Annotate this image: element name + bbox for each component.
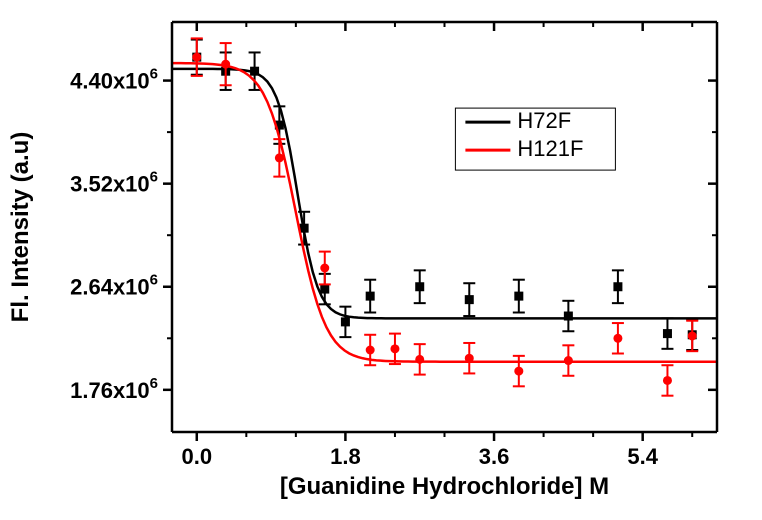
data-point-h72f	[415, 282, 424, 291]
y-axis-label: Fl. Intensity (a.u)	[7, 132, 34, 323]
x-tick-label: 1.8	[330, 444, 361, 469]
fit-curve-h72f	[172, 69, 717, 319]
data-point-h121f	[663, 376, 672, 385]
data-point-h121f	[275, 153, 284, 162]
y-tick-label: 1.76x106	[70, 375, 158, 403]
data-point-h121f	[514, 367, 523, 376]
legend: H72F H121F	[455, 108, 615, 170]
data-point-h121f	[221, 60, 230, 69]
data-point-h121f	[415, 355, 424, 364]
data-point-h121f	[390, 344, 399, 353]
data-point-h121f	[613, 334, 622, 343]
data-point-h121f	[192, 53, 201, 62]
data-point-h72f	[514, 292, 523, 301]
x-axis-label: [Guanidine Hydrochloride] M	[280, 473, 609, 500]
y-tick-label: 2.64x106	[70, 272, 158, 300]
data-point-h72f	[465, 295, 474, 304]
x-tick-label: 3.6	[479, 444, 510, 469]
data-point-h121f	[688, 331, 697, 340]
data-point-h72f	[613, 282, 622, 291]
y-tick-label: 3.52x106	[70, 169, 158, 197]
data-point-h72f	[250, 67, 259, 76]
data-point-h72f	[564, 312, 573, 321]
fluorescence-chart: 0.0 1.8 3.6 5.4 1.76x106 2.64x106 3.52x106 4.40…	[0, 0, 762, 520]
y-tick-label: 4.40x106	[70, 66, 158, 94]
data-point-h72f	[320, 285, 329, 294]
x-tick-label: 5.4	[627, 444, 658, 469]
data-point-h72f	[341, 317, 350, 326]
data-point-h72f	[663, 329, 672, 338]
legend-label: H121F	[517, 136, 583, 161]
legend-label: H72F	[517, 108, 571, 133]
x-tick-label: 0.0	[181, 444, 212, 469]
data-point-h72f	[366, 292, 375, 301]
data-point-h121f	[320, 264, 329, 273]
data-point-h121f	[564, 356, 573, 365]
fit-curve-h121f	[172, 63, 717, 362]
data-point-h121f	[366, 346, 375, 355]
data-point-h121f	[465, 354, 474, 363]
